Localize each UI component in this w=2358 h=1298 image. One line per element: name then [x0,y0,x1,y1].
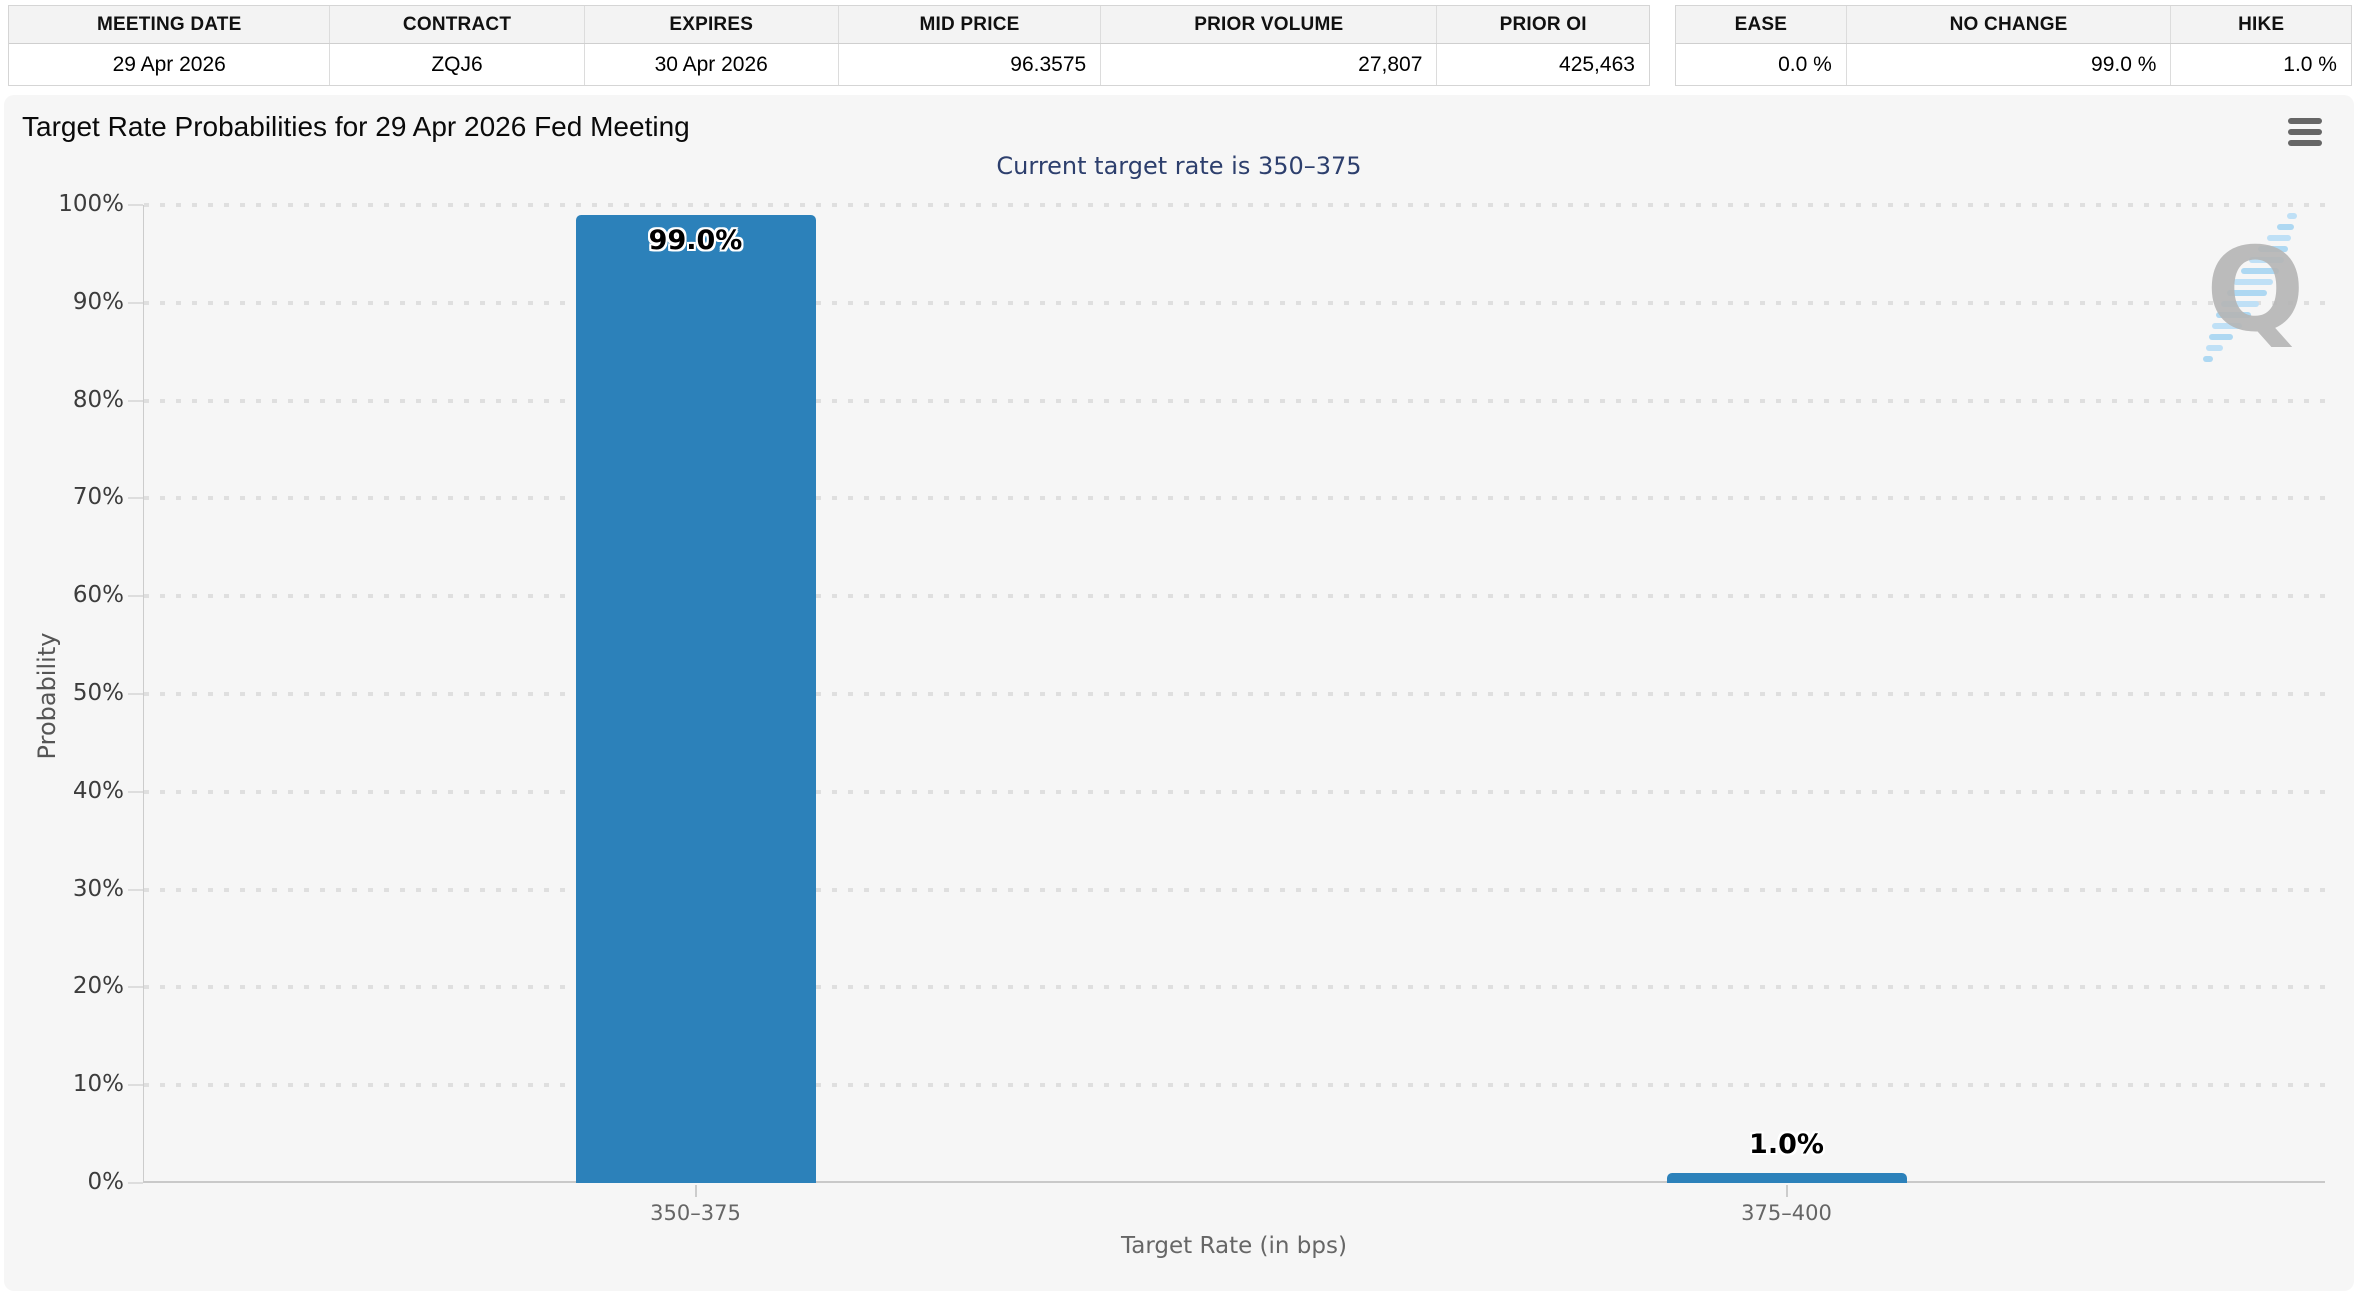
column-header: HIKE [2238,13,2285,35]
cell-value: 425,463 [1559,52,1635,76]
y-axis-tick-label: 70% [72,484,124,511]
y-axis-tick-label: 10% [72,1071,124,1098]
summary-tables: MEETING DATE CONTRACT EXPIRES MID PRICE PRIO… [8,5,2352,86]
y-gridline [144,887,2325,892]
hamburger-menu-icon [2288,129,2322,135]
y-axis-tick-label: 0% [87,1169,125,1195]
y-axis-tick-label: 20% [72,973,124,1000]
y-gridline [144,692,2325,696]
bar-data-label: 1.0% [1749,1129,1824,1160]
chart-subtitle: Current target rate is 350–375 [996,152,1362,180]
cell-value: 1.0 % [2283,52,2337,76]
column-header: PRIOR OI [1499,13,1587,35]
chart-title: Target Rate Probabilities for 29 Apr 202… [22,111,690,142]
y-axis-tick [128,888,143,891]
y-axis-tick-label: 60% [72,582,124,609]
x-axis-category-label: 350–375 [650,1201,741,1225]
y-axis-tick [128,204,143,206]
x-axis-tick [694,1185,697,1197]
cell-value: 99.0 % [1847,44,2172,85]
column-header: EASE [1676,6,1847,43]
bar-data-label: 99.0% [648,225,743,256]
meeting-table-header-row: MEETING DATE CONTRACT EXPIRES MID PRICE PRIO… [9,6,1649,44]
probability-bar[interactable] [575,215,816,1183]
column-header: PRIOR VOLUME [1101,6,1438,43]
y-axis-tick [128,301,143,304]
plot-area: 99.0% 350–375 1.0% 375–400 [143,203,2325,1225]
y-gridline [144,985,2325,990]
y-axis-tick [128,1182,143,1184]
ease-hike-table: EASE NO CHANGE HIKE 0.0 % 99.0 % 1.0 % [1675,5,2352,86]
hamburger-menu-icon [2288,118,2322,124]
y-axis-tick [128,595,143,598]
y-axis-tick [128,693,143,695]
meeting-table-value-row: 29 Apr 2026 ZQJ6 30 Apr 2026 96.3575 27,807 4… [9,44,1649,85]
y-gridline [144,398,2325,403]
cell-value: 29 Apr 2026 [9,44,331,85]
hamburger-menu-icon [2288,140,2322,146]
y-gridline [144,203,2325,207]
column-header: CONTRACT [330,6,585,43]
ease-hike-header-row: EASE NO CHANGE HIKE [1676,6,2351,44]
column-header: MID PRICE [839,6,1102,43]
meeting-info-table: MEETING DATE CONTRACT EXPIRES MID PRICE PRIO… [8,5,1650,86]
y-axis-tick-label: 40% [72,777,124,804]
column-header: EXPIRES [585,6,839,43]
cell-value: 27,807 [1101,44,1438,85]
y-axis-tick [128,790,143,793]
y-gridline [144,789,2325,794]
y-axis-tick-label: 90% [72,288,124,315]
x-axis-title: Target Rate (in bps) [1121,1233,1347,1259]
y-axis-tick [128,399,143,402]
y-axis-tick-label: 50% [72,680,124,706]
y-gridline [144,1083,2325,1088]
cell-value: 30 Apr 2026 [585,44,839,85]
chart-export-menu-button[interactable] [2288,117,2322,147]
cell-value: 96.3575 [839,44,1102,85]
probability-bar[interactable] [1666,1173,1907,1183]
y-axis-tick-label: 100% [58,191,124,217]
y-axis-tick [128,497,143,500]
x-axis-tick [1785,1185,1788,1197]
y-axis-tick [128,1084,143,1087]
cell-value: ZQJ6 [330,44,585,85]
y-axis-tick-label: 80% [72,386,124,413]
cell-value: 0.0 % [1676,44,1847,85]
y-axis-tick [128,986,143,989]
y-gridline [144,300,2325,305]
x-axis-category-label: 375–400 [1741,1201,1832,1225]
y-axis-tick-label: 30% [72,875,124,902]
y-gridline [144,594,2325,599]
column-header: MEETING DATE [9,6,331,43]
ease-hike-value-row: 0.0 % 99.0 % 1.0 % [1676,44,2351,85]
y-gridline [144,496,2325,501]
target-rate-chart: Target Rate Probabilities for 29 Apr 202… [4,95,2354,1291]
column-header: NO CHANGE [1847,6,2172,43]
